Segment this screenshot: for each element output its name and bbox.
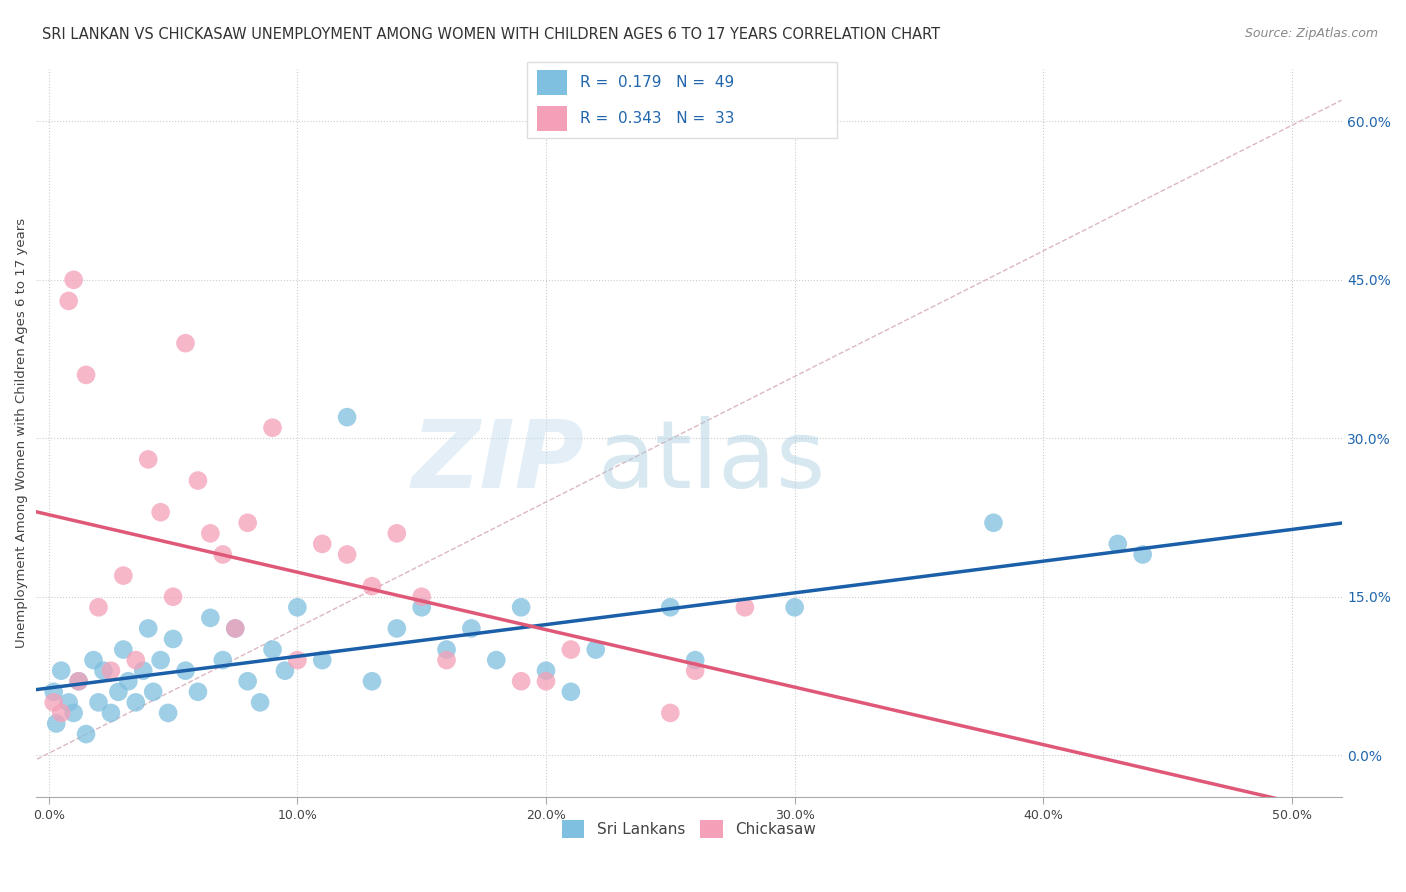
Sri Lankans — [107, 685, 129, 699]
Sri Lankans — [1132, 548, 1154, 562]
Chickasaw — [112, 568, 135, 582]
Sri Lankans — [83, 653, 105, 667]
Chickasaw — [149, 505, 172, 519]
Chickasaw — [236, 516, 259, 530]
Chickasaw — [734, 600, 756, 615]
Chickasaw — [287, 653, 309, 667]
Chickasaw — [62, 273, 84, 287]
Chickasaw — [361, 579, 384, 593]
Chickasaw — [67, 674, 90, 689]
Sri Lankans — [336, 410, 359, 425]
Chickasaw — [174, 336, 197, 351]
Chickasaw — [125, 653, 148, 667]
Sri Lankans — [287, 600, 309, 615]
Chickasaw — [42, 695, 65, 709]
Sri Lankans — [142, 685, 165, 699]
Sri Lankans — [436, 642, 458, 657]
Chickasaw — [211, 548, 233, 562]
Chickasaw — [510, 674, 533, 689]
Sri Lankans — [249, 695, 271, 709]
Sri Lankans — [1107, 537, 1129, 551]
Chickasaw — [187, 474, 209, 488]
Sri Lankans — [385, 622, 408, 636]
Sri Lankans — [112, 642, 135, 657]
Sri Lankans — [136, 622, 159, 636]
Sri Lankans — [132, 664, 155, 678]
Chickasaw — [87, 600, 110, 615]
Sri Lankans — [58, 695, 80, 709]
Text: R =  0.179   N =  49: R = 0.179 N = 49 — [579, 75, 734, 90]
Sri Lankans — [93, 664, 115, 678]
Sri Lankans — [67, 674, 90, 689]
Sri Lankans — [361, 674, 384, 689]
Chickasaw — [162, 590, 184, 604]
Y-axis label: Unemployment Among Women with Children Ages 6 to 17 years: Unemployment Among Women with Children A… — [15, 218, 28, 648]
Text: SRI LANKAN VS CHICKASAW UNEMPLOYMENT AMONG WOMEN WITH CHILDREN AGES 6 TO 17 YEAR: SRI LANKAN VS CHICKASAW UNEMPLOYMENT AMO… — [42, 27, 941, 42]
Sri Lankans — [87, 695, 110, 709]
Sri Lankans — [42, 685, 65, 699]
Sri Lankans — [236, 674, 259, 689]
Sri Lankans — [162, 632, 184, 646]
Chickasaw — [683, 664, 706, 678]
Sri Lankans — [157, 706, 180, 720]
Text: Source: ZipAtlas.com: Source: ZipAtlas.com — [1244, 27, 1378, 40]
Sri Lankans — [200, 611, 222, 625]
Sri Lankans — [174, 664, 197, 678]
FancyBboxPatch shape — [527, 62, 837, 138]
Bar — [537, 105, 568, 130]
Chickasaw — [411, 590, 433, 604]
Sri Lankans — [75, 727, 97, 741]
Sri Lankans — [311, 653, 333, 667]
Legend: Sri Lankans, Chickasaw: Sri Lankans, Chickasaw — [555, 814, 823, 845]
Sri Lankans — [211, 653, 233, 667]
Sri Lankans — [659, 600, 682, 615]
Sri Lankans — [100, 706, 122, 720]
Text: atlas: atlas — [598, 417, 825, 508]
Sri Lankans — [224, 622, 246, 636]
Text: ZIP: ZIP — [412, 417, 585, 508]
Sri Lankans — [460, 622, 482, 636]
Chickasaw — [311, 537, 333, 551]
Chickasaw — [659, 706, 682, 720]
Chickasaw — [336, 548, 359, 562]
Sri Lankans — [51, 664, 73, 678]
Sri Lankans — [783, 600, 806, 615]
Sri Lankans — [125, 695, 148, 709]
Sri Lankans — [187, 685, 209, 699]
Sri Lankans — [274, 664, 297, 678]
Sri Lankans — [262, 642, 284, 657]
Chickasaw — [58, 293, 80, 308]
Sri Lankans — [683, 653, 706, 667]
Sri Lankans — [585, 642, 607, 657]
Sri Lankans — [411, 600, 433, 615]
Chickasaw — [136, 452, 159, 467]
Sri Lankans — [510, 600, 533, 615]
Chickasaw — [436, 653, 458, 667]
Chickasaw — [224, 622, 246, 636]
Sri Lankans — [485, 653, 508, 667]
Chickasaw — [200, 526, 222, 541]
Sri Lankans — [560, 685, 582, 699]
Sri Lankans — [117, 674, 139, 689]
Chickasaw — [262, 420, 284, 434]
Sri Lankans — [983, 516, 1005, 530]
Sri Lankans — [149, 653, 172, 667]
Chickasaw — [51, 706, 73, 720]
Chickasaw — [100, 664, 122, 678]
Chickasaw — [75, 368, 97, 382]
Text: R =  0.343   N =  33: R = 0.343 N = 33 — [579, 111, 734, 126]
Bar — [537, 70, 568, 95]
Sri Lankans — [534, 664, 557, 678]
Chickasaw — [560, 642, 582, 657]
Sri Lankans — [62, 706, 84, 720]
Chickasaw — [534, 674, 557, 689]
Sri Lankans — [45, 716, 67, 731]
Chickasaw — [385, 526, 408, 541]
